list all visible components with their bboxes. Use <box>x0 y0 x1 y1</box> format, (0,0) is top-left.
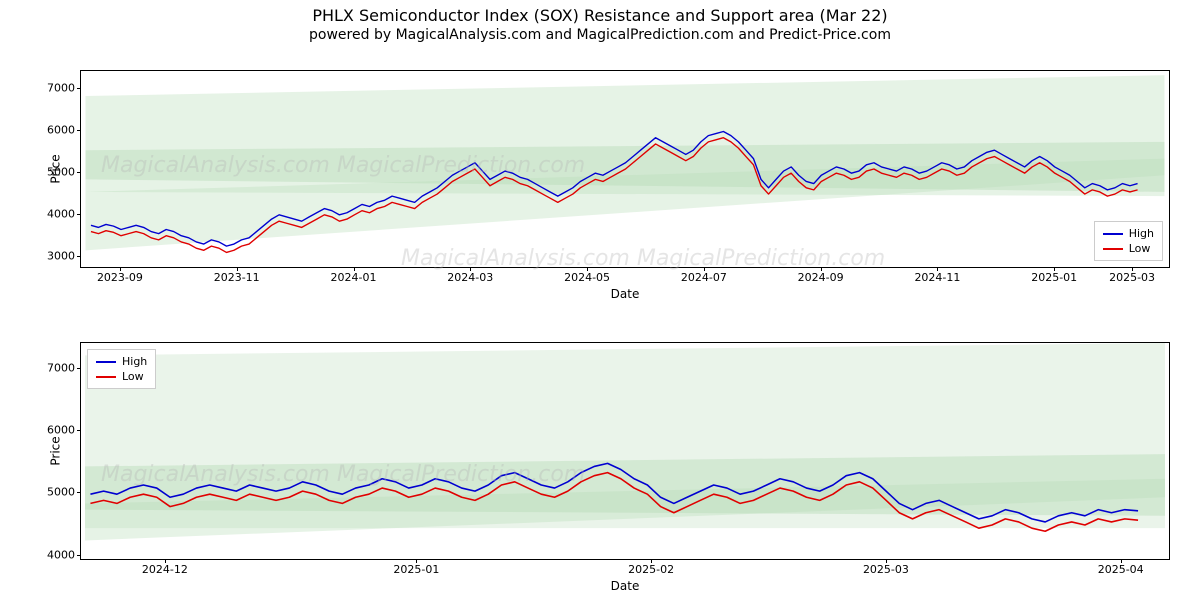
legend-swatch-icon <box>96 376 116 378</box>
ytick-label: 6000 <box>47 123 81 136</box>
ytick-label: 3000 <box>47 250 81 263</box>
legend-swatch-icon <box>96 361 116 363</box>
legend-label: High <box>1129 227 1154 240</box>
legend-label: Low <box>122 370 144 383</box>
bottom-chart: Price Date MagicalAnalysis.com MagicalPr… <box>80 342 1170 560</box>
legend-swatch-icon <box>1103 233 1123 235</box>
top-legend: High Low <box>1094 221 1163 261</box>
ytick-label: 7000 <box>47 361 81 374</box>
top-plot-svg <box>81 71 1169 267</box>
bottom-xlabel: Date <box>611 579 640 593</box>
top-xlabel: Date <box>611 287 640 301</box>
top-chart: Price Date MagicalAnalysis.com MagicalPr… <box>80 70 1170 268</box>
legend-item: Low <box>96 369 147 384</box>
legend-item: High <box>1103 226 1154 241</box>
bottom-plot-svg <box>81 343 1169 559</box>
bottom-ylabel: Price <box>49 436 63 465</box>
ytick-label: 7000 <box>47 81 81 94</box>
chart-subtitle: powered by MagicalAnalysis.com and Magic… <box>0 27 1200 43</box>
ytick-label: 4000 <box>47 208 81 221</box>
legend-item: High <box>96 354 147 369</box>
legend-item: Low <box>1103 241 1154 256</box>
legend-label: Low <box>1129 242 1151 255</box>
ytick-label: 4000 <box>47 548 81 561</box>
legend-label: High <box>122 355 147 368</box>
ytick-label: 5000 <box>47 166 81 179</box>
bottom-legend: High Low <box>87 349 156 389</box>
ytick-label: 5000 <box>47 486 81 499</box>
chart-title: PHLX Semiconductor Index (SOX) Resistanc… <box>0 6 1200 25</box>
ytick-label: 6000 <box>47 424 81 437</box>
legend-swatch-icon <box>1103 248 1123 250</box>
